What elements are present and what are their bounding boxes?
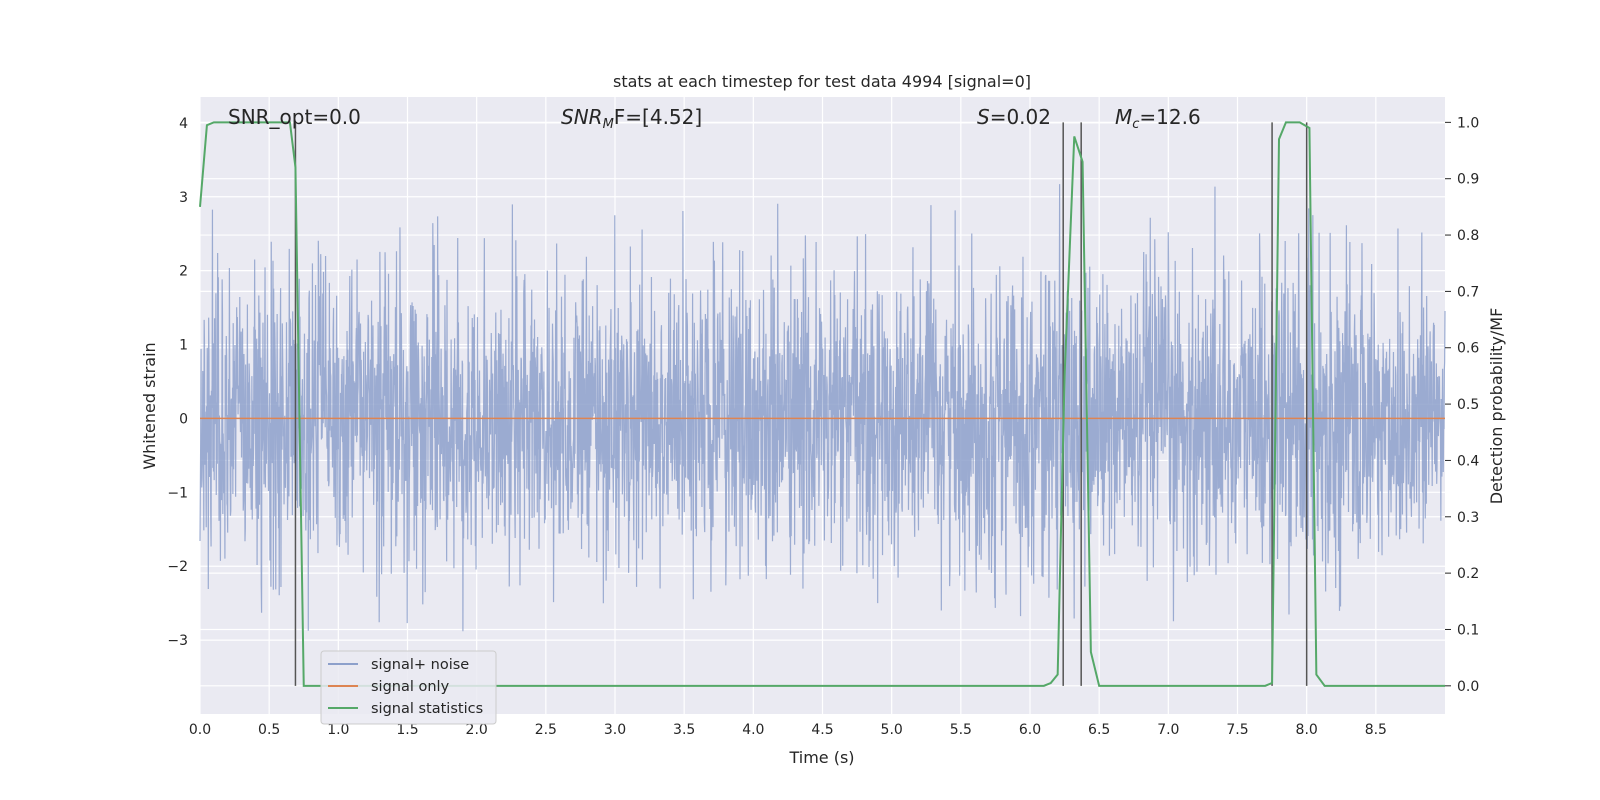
tick-labels: 0.0 0.5 1.0 1.5 2.0 2.5 3.0 3.5 4.0 4.5 5.0 5.5 6.0 6… xyxy=(167,115,1479,738)
annotation-snr-mf: SNRMF=[4.52] xyxy=(561,105,702,132)
legend-label-noise: signal+ noise xyxy=(371,657,469,673)
x-tick-label: 1.5 xyxy=(396,722,418,738)
x-tick-label: 0.0 xyxy=(189,722,211,738)
legend-box xyxy=(320,650,497,725)
y-right-tick-label: 0.3 xyxy=(1457,510,1479,526)
noise-line xyxy=(199,184,1446,632)
annotation-s: S=0.02 xyxy=(977,105,1051,129)
x-tick-label: 8.0 xyxy=(1296,722,1318,738)
y-right-tick-label: 0.2 xyxy=(1457,566,1479,582)
x-tick-label: 4.5 xyxy=(811,722,833,738)
x-tick-label: 2.5 xyxy=(535,722,557,738)
y-axis-right-label: Detection probability/MF xyxy=(1487,308,1506,505)
noise-series xyxy=(199,184,1446,632)
legend: signal+ noise signal only signal statist… xyxy=(320,650,497,725)
y-right-tick-label: 0.4 xyxy=(1457,453,1479,469)
x-axis-label: Time (s) xyxy=(788,748,854,767)
y-right-tick-label: 0.8 xyxy=(1457,228,1479,244)
signal-statistics-line xyxy=(199,121,1445,687)
stats-series xyxy=(199,121,1445,687)
y-axis-label: Whitened strain xyxy=(140,342,159,469)
annotation-mc: Mc=12.6 xyxy=(1115,105,1201,132)
x-tick-label: 6.5 xyxy=(1088,722,1110,738)
x-tick-label: 1.0 xyxy=(327,722,349,738)
legend-label-stats: signal statistics xyxy=(371,701,483,717)
y-tick-label: 0 xyxy=(179,411,188,427)
x-tick-label: 8.5 xyxy=(1365,722,1387,738)
y-right-tick-label: 0.1 xyxy=(1457,622,1479,638)
y-right-tick-label: 0.9 xyxy=(1457,172,1479,188)
x-tick-label: 5.5 xyxy=(950,722,972,738)
x-tick-label: 4.0 xyxy=(742,722,764,738)
y-right-tick-label: 0.6 xyxy=(1457,341,1479,357)
y-tick-label: −1 xyxy=(167,485,188,501)
y-tick-label: 4 xyxy=(179,116,188,132)
y-tick-label: 2 xyxy=(179,264,188,280)
y-tick-label: 1 xyxy=(179,338,188,354)
y-tick-label: −3 xyxy=(167,633,188,649)
x-tick-label: 7.5 xyxy=(1226,722,1248,738)
y-right-tick-label: 0.5 xyxy=(1457,397,1479,413)
x-tick-label: 6.0 xyxy=(1019,722,1041,738)
y-right-tick-label: 1.0 xyxy=(1457,115,1479,131)
legend-label-signal: signal only xyxy=(371,679,450,695)
y-right-tick-label: 0.7 xyxy=(1457,284,1479,300)
x-tick-label: 3.0 xyxy=(604,722,626,738)
annotation-snr-opt: SNR_opt=0.0 xyxy=(228,105,361,129)
y-right-tick-label: 0.0 xyxy=(1457,679,1479,695)
x-tick-label: 0.5 xyxy=(258,722,280,738)
x-tick-label: 7.0 xyxy=(1157,722,1179,738)
x-tick-label: 3.5 xyxy=(673,722,695,738)
chart-title: stats at each timestep for test data 499… xyxy=(613,72,1031,91)
y-tick-label: −2 xyxy=(167,559,188,575)
x-tick-label: 2.0 xyxy=(466,722,488,738)
x-tick-label: 5.0 xyxy=(881,722,903,738)
y-tick-label: 3 xyxy=(179,190,188,206)
